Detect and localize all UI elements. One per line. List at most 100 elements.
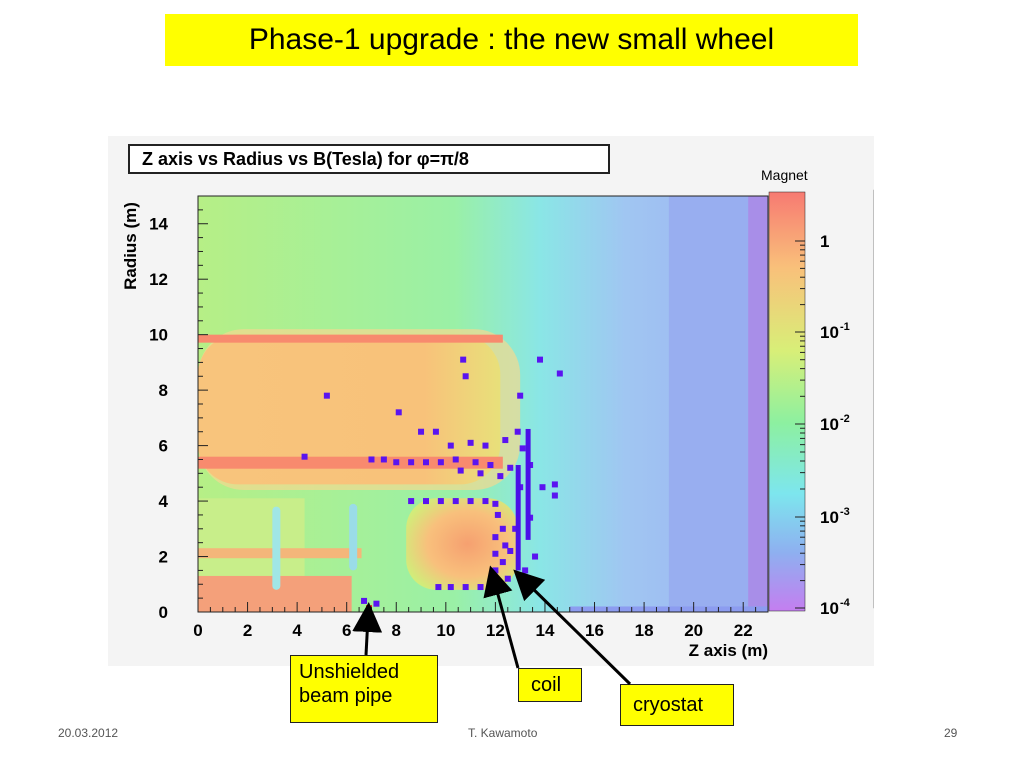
magnet-tick-label: 10 [820,599,839,618]
hit-point [492,500,499,507]
field-edge-region [748,196,768,612]
hit-point [460,356,467,363]
hit-point [452,498,459,505]
hit-point [499,559,506,566]
hit-point [487,462,494,469]
coil-hit-column [525,428,531,540]
hit-point [395,409,402,416]
hit-point [494,511,501,518]
hit-point [517,392,524,399]
hit-point [504,575,511,582]
y-axis-label: Radius (m) [121,202,140,290]
hit-point [487,578,494,585]
y-tick-label: 4 [159,492,169,511]
magnet-tick-label: 1 [820,232,829,251]
hit-point [423,459,429,466]
hit-point [323,392,330,399]
footer-date: 20.03.2012 [58,726,119,740]
cryostat-callout: cryostat [620,684,734,726]
hit-point [432,428,439,435]
hit-point [380,456,387,463]
magnet-tick-exponent: -3 [840,506,850,518]
magnet-colorbar [768,191,806,612]
beam-pipe-callout-line2: beam pipe [299,685,393,707]
hit-point [512,525,519,532]
hit-point [551,481,558,488]
hit-point [537,356,543,363]
x-tick-label: 16 [585,621,604,640]
x-tick-label: 0 [193,621,202,640]
y-tick-label: 10 [149,326,168,345]
hit-point [393,459,400,466]
y-tick-label: 12 [149,270,168,289]
hit-point [539,484,546,491]
hit-point [368,456,375,463]
hit-point [435,584,442,591]
beam-pipe-callout-line1: Unshielded [299,661,400,683]
hit-point [492,534,499,541]
magnet-tick-label: 10 [820,415,839,434]
slide-title: Phase-1 upgrade : the new small wheel [165,14,858,66]
hit-point [373,600,380,607]
hit-point [418,428,425,435]
magnet-tick-exponent: -2 [840,413,850,425]
hit-point [482,442,489,449]
hit-point [502,437,509,444]
x-tick-label: 6 [342,621,351,640]
y-tick-label: 14 [149,215,168,234]
hit-point [502,542,509,549]
hit-point [361,597,368,604]
chart-title: Z axis vs Radius vs B(Tesla) for φ=π/8 [128,144,610,174]
hit-point [423,498,429,505]
hit-point [482,498,489,505]
hit-point [492,567,499,574]
chart-svg: 0 2 4 6 8 10 12 14 16 18 20 22 0 2 4 6 8 10 12 14 Z axis (m)… [121,167,874,660]
hit-point [519,445,526,452]
x-axis-label: Z axis (m) [689,641,768,660]
footer-author: T. Kawamoto [468,726,538,740]
hit-point [437,498,444,505]
hit-point [457,467,464,474]
y-tick-label: 6 [159,437,168,456]
page-number: 29 [944,726,958,740]
field-solenoid-gap-2 [349,503,358,571]
hit-point [408,498,415,505]
hit-point [452,456,459,463]
field-endcap-toroid [406,498,518,590]
hit-point [499,525,506,532]
hit-point [477,584,484,591]
hit-point [497,473,504,480]
hit-point [522,567,529,574]
y-tick-label: 2 [159,548,168,567]
x-tick-label: 10 [436,621,455,640]
hit-point [462,373,469,380]
hit-point [462,584,469,591]
x-tick-label: 20 [684,621,703,640]
x-tick-label: 12 [486,621,505,640]
magnet-colorbar-label: Magnet [761,167,808,183]
hit-point [437,459,444,466]
x-tick-label: 18 [635,621,654,640]
x-tick-label: 8 [392,621,401,640]
hit-point [467,439,474,446]
x-tick-label: 22 [734,621,753,640]
y-tick-label: 0 [159,603,168,622]
field-barrel-toroid [198,334,501,485]
hit-point [467,498,474,505]
magnet-tick-label: 10 [820,323,839,342]
hit-point [532,553,539,560]
hit-point [447,584,454,591]
hit-point [507,547,514,554]
coil-callout: coil [518,668,582,702]
hit-point [551,492,558,499]
x-tick-label: 14 [535,621,554,640]
x-tick-label: 2 [243,621,252,640]
magnet-tick-exponent: -1 [840,321,850,333]
hit-point [408,459,415,466]
hit-point [447,442,454,449]
hit-point [492,550,499,557]
magnet-tick-exponent: -4 [840,597,851,609]
hit-point [301,453,308,460]
hit-point [472,459,479,466]
coil-hit-column [515,465,521,571]
